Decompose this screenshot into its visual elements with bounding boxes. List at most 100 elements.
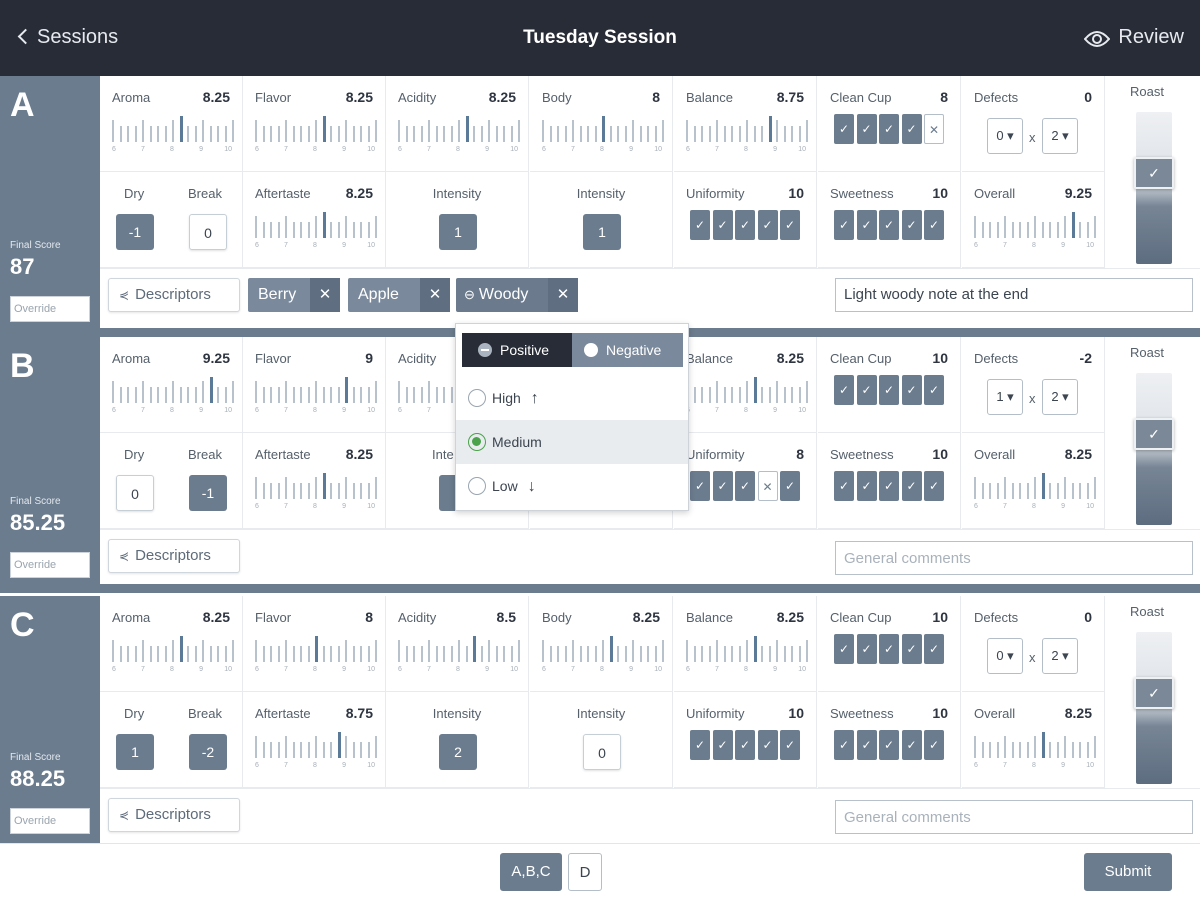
break-score-button[interactable]: -1 [189,475,227,511]
check-icon[interactable]: ✓ [879,375,899,405]
check-icon[interactable]: ✓ [879,114,899,144]
check-icon[interactable]: ✓ [690,730,710,760]
intensity-option-low[interactable]: Low ↓ [456,464,688,508]
acidity-intensity-button[interactable]: 1 [439,214,477,250]
check-icon[interactable]: ✓ [834,114,854,144]
submit-button[interactable]: Submit [1084,853,1172,891]
body-intensity-button[interactable]: 1 [583,214,621,250]
dry-score-button[interactable]: 0 [116,475,154,511]
check-icon[interactable]: ✓ [856,375,877,405]
check-icon[interactable]: ✓ [735,730,755,760]
positive-toggle[interactable]: Positive [462,333,572,367]
check-icon[interactable]: ✓ [924,375,944,405]
review-button[interactable]: Review [1084,26,1184,49]
score-slider[interactable] [112,377,234,403]
descriptors-button[interactable]: ⋞ Descriptors [108,278,240,312]
check-icon[interactable]: ✓ [780,730,800,760]
score-slider[interactable] [686,377,808,403]
roast-handle[interactable]: ✓ [1134,156,1174,189]
check-icon[interactable]: ✓ [924,471,944,501]
check-icon[interactable]: ✓ [834,375,854,405]
check-icon[interactable]: ✓ [901,114,922,144]
score-slider[interactable] [974,212,1096,238]
score-slider[interactable] [398,636,520,662]
descriptor-tag[interactable]: Berry ✕ [248,278,340,312]
descriptor-tag[interactable]: ⊖ Woody ✕ [456,278,578,312]
check-icon[interactable]: ✓ [757,730,778,760]
defects-intensity-select[interactable]: 2 ▾ [1042,379,1078,415]
check-icon[interactable]: ✓ [834,210,854,240]
score-slider[interactable] [686,116,808,142]
check-icon[interactable]: ✓ [924,210,944,240]
score-slider[interactable] [255,473,377,499]
score-slider[interactable] [542,636,664,662]
acidity-intensity-button[interactable]: 2 [439,734,477,770]
group-abc-button[interactable]: A,B,C [500,853,562,891]
break-score-button[interactable]: 0 [189,214,227,250]
check-icon[interactable]: ✓ [735,210,755,240]
radio-low[interactable] [468,477,486,495]
override-input[interactable]: Override [10,808,90,834]
check-icon[interactable]: ✓ [924,634,944,664]
descriptors-button[interactable]: ⋞ Descriptors [108,539,240,573]
check-icon[interactable]: ✓ [901,210,922,240]
score-slider[interactable] [974,732,1096,758]
check-icon[interactable]: ✓ [901,634,922,664]
check-icon[interactable]: ✓ [901,375,922,405]
check-icon[interactable]: ✓ [712,210,733,240]
score-slider[interactable] [255,212,377,238]
intensity-option-medium[interactable]: Medium [456,420,688,464]
defects-cups-select[interactable]: 0 ▾ [987,118,1023,154]
roast-handle[interactable]: ✓ [1134,676,1174,709]
check-icon[interactable]: ✓ [901,471,922,501]
check-icon[interactable]: ✓ [690,210,710,240]
override-input[interactable]: Override [10,552,90,578]
comment-field[interactable] [835,800,1193,834]
descriptors-button[interactable]: ⋞ Descriptors [108,798,240,832]
body-intensity-button[interactable]: 0 [583,734,621,770]
check-icon[interactable]: ✓ [712,471,733,501]
descriptor-tag[interactable]: Apple ✕ [348,278,450,312]
check-icon[interactable]: ✓ [856,471,877,501]
score-slider[interactable] [255,636,377,662]
remove-tag-icon[interactable]: ✕ [548,278,578,312]
score-slider[interactable] [112,636,234,662]
score-slider[interactable] [112,116,234,142]
radio-high[interactable] [468,389,486,407]
check-icon[interactable]: ✓ [879,471,899,501]
score-slider[interactable] [255,732,377,758]
check-icon[interactable]: ✓ [757,210,778,240]
check-icon[interactable]: ✓ [834,730,854,760]
check-icon[interactable]: ✓ [879,210,899,240]
check-icon[interactable]: ✓ [856,634,877,664]
radio-medium[interactable] [468,433,486,451]
defects-cups-select[interactable]: 1 ▾ [987,379,1023,415]
check-icon[interactable]: ✓ [879,634,899,664]
negative-toggle[interactable]: Negative [572,333,683,367]
check-icon[interactable]: ✓ [690,471,710,501]
remove-tag-icon[interactable]: ✕ [310,278,340,312]
score-slider[interactable] [398,116,520,142]
score-slider[interactable] [255,377,377,403]
check-icon[interactable]: ✓ [735,471,755,501]
remove-tag-icon[interactable]: ✕ [420,278,450,312]
check-icon[interactable]: ✓ [856,114,877,144]
score-slider[interactable] [974,473,1096,499]
check-icon[interactable]: ✓ [924,730,944,760]
roast-handle[interactable]: ✓ [1134,417,1174,450]
defects-intensity-select[interactable]: 2 ▾ [1042,118,1078,154]
check-icon[interactable]: ✓ [901,730,922,760]
back-to-sessions-button[interactable]: Sessions [17,26,118,49]
dry-score-button[interactable]: -1 [116,214,154,250]
score-slider[interactable] [542,116,664,142]
override-input[interactable]: Override [10,296,90,322]
score-slider[interactable] [686,636,808,662]
check-icon[interactable]: ✓ [856,730,877,760]
check-icon[interactable]: ✓ [712,730,733,760]
dry-score-button[interactable]: 1 [116,734,154,770]
defects-cups-select[interactable]: 0 ▾ [987,638,1023,674]
check-icon[interactable]: ✓ [834,471,854,501]
check-icon[interactable]: ✓ [834,634,854,664]
score-slider[interactable] [255,116,377,142]
defects-intensity-select[interactable]: 2 ▾ [1042,638,1078,674]
